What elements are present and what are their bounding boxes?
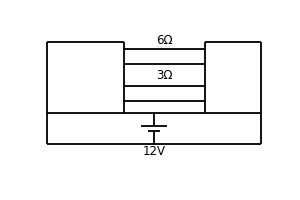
Text: 12V: 12V [142,145,165,158]
Bar [124,86,205,101]
Text: 6Ω: 6Ω [156,34,172,47]
Bar [124,49,205,64]
Text: 3Ω: 3Ω [156,69,172,82]
